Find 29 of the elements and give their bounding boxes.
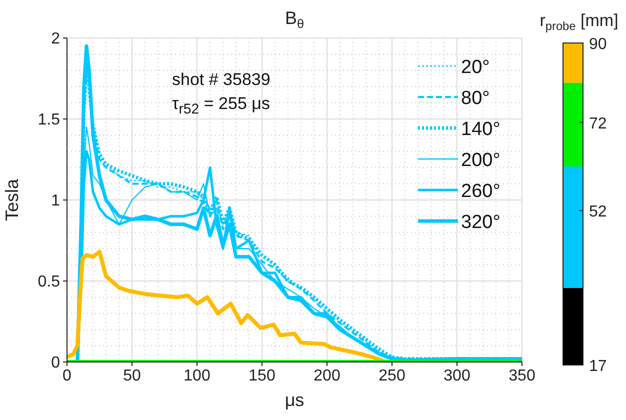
x-tick-label: 300 [444,367,470,384]
legend-label: 140° [461,119,500,140]
x-axis-title: μs [284,390,304,410]
legend-label: 80° [461,88,490,109]
x-tick-label: 250 [378,367,406,384]
y-tick-label: 0.5 [38,274,60,291]
color-bar-label: 90 [589,36,607,53]
y-tick-label: 0 [51,354,60,372]
legend-label: 200° [461,150,500,171]
x-tick-label: 100 [184,367,210,384]
x-tick-label: 350 [508,367,536,384]
color-bar-label: 17 [589,358,607,375]
x-tick-label: 200 [314,367,340,384]
y-tick-label: 1.5 [38,112,60,129]
y-axis-title: Tesla [2,178,22,222]
color-bar-title: r$_{probe}$ [mm] [540,11,618,33]
x-tick-label: 0 [62,367,72,384]
legend-label: 260° [461,181,500,202]
x-tick-label: 50 [123,367,141,384]
annotation: τ$_{r52}$ = 255 μs [172,94,270,118]
legend-label: 320° [461,212,500,233]
y-tick-label: 1 [51,192,60,210]
color-bar-label: 72 [589,115,607,132]
color-bar-label: 52 [589,204,607,221]
x-tick-label: 150 [248,367,276,384]
y-tick-label: 2 [51,30,60,48]
chart-title: B$_{θ}$ [284,8,304,31]
legend-label: 20° [461,57,490,78]
annotation: shot # 35839 [172,70,270,90]
